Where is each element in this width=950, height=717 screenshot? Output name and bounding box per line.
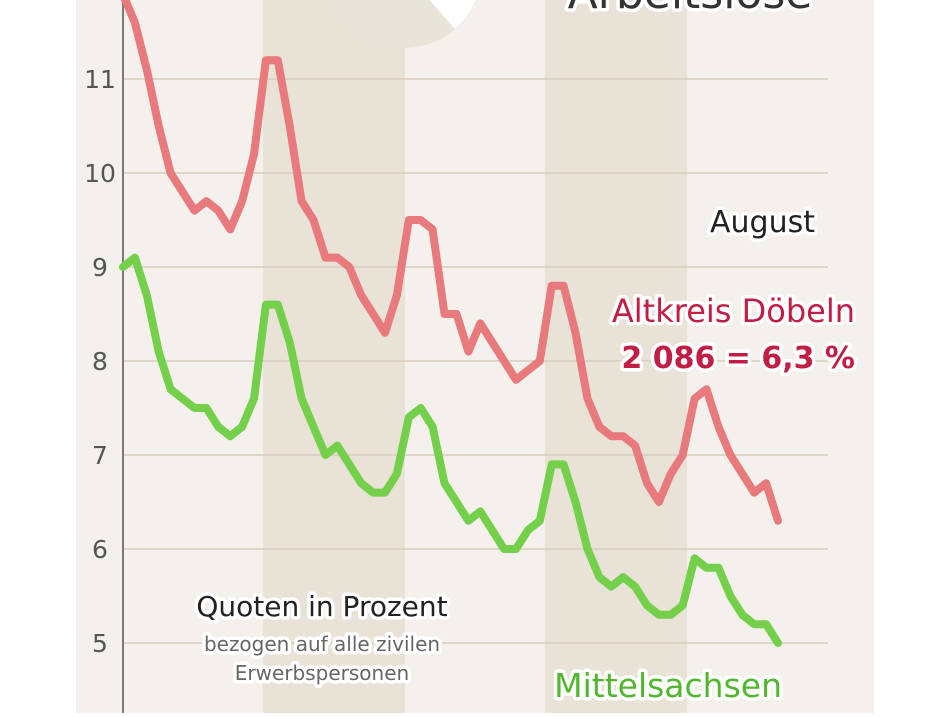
mittelsachsen-series-line bbox=[119, 253, 782, 647]
quote-title: Quoten in Prozent bbox=[196, 590, 447, 623]
y-tick-label: 7 bbox=[92, 441, 108, 470]
year-band bbox=[545, 0, 687, 713]
quote-subtitle-1: bezogen auf alle zivilen bbox=[204, 632, 440, 656]
chart-title: Arbeitslose bbox=[568, 0, 813, 19]
altkreis-value-label: 2 086 = 6,3 % bbox=[621, 341, 855, 376]
month-label: August bbox=[710, 205, 815, 240]
quote-subtitle-2: Erwerbspersonen bbox=[235, 661, 409, 685]
y-tick-label: 11 bbox=[84, 65, 116, 94]
mittelsachsen-label: Mittelsachsen bbox=[554, 666, 782, 705]
altkreis-series-line bbox=[121, 0, 782, 525]
right-margin bbox=[828, 0, 874, 713]
pie-graphic bbox=[334, 0, 476, 48]
plot-background bbox=[76, 0, 874, 713]
y-tick-label: 10 bbox=[84, 159, 116, 188]
y-tick-label: 8 bbox=[92, 347, 108, 376]
y-tick-label: 9 bbox=[92, 253, 108, 282]
y-tick-label: 6 bbox=[92, 535, 108, 564]
series-layer bbox=[119, 0, 782, 647]
y-tick-labels: 5 6 7 8 9 10 11 bbox=[84, 65, 116, 658]
y-tick-label: 5 bbox=[92, 629, 108, 658]
altkreis-label: Altkreis Döbeln bbox=[612, 292, 855, 330]
gridlines bbox=[123, 78, 828, 644]
